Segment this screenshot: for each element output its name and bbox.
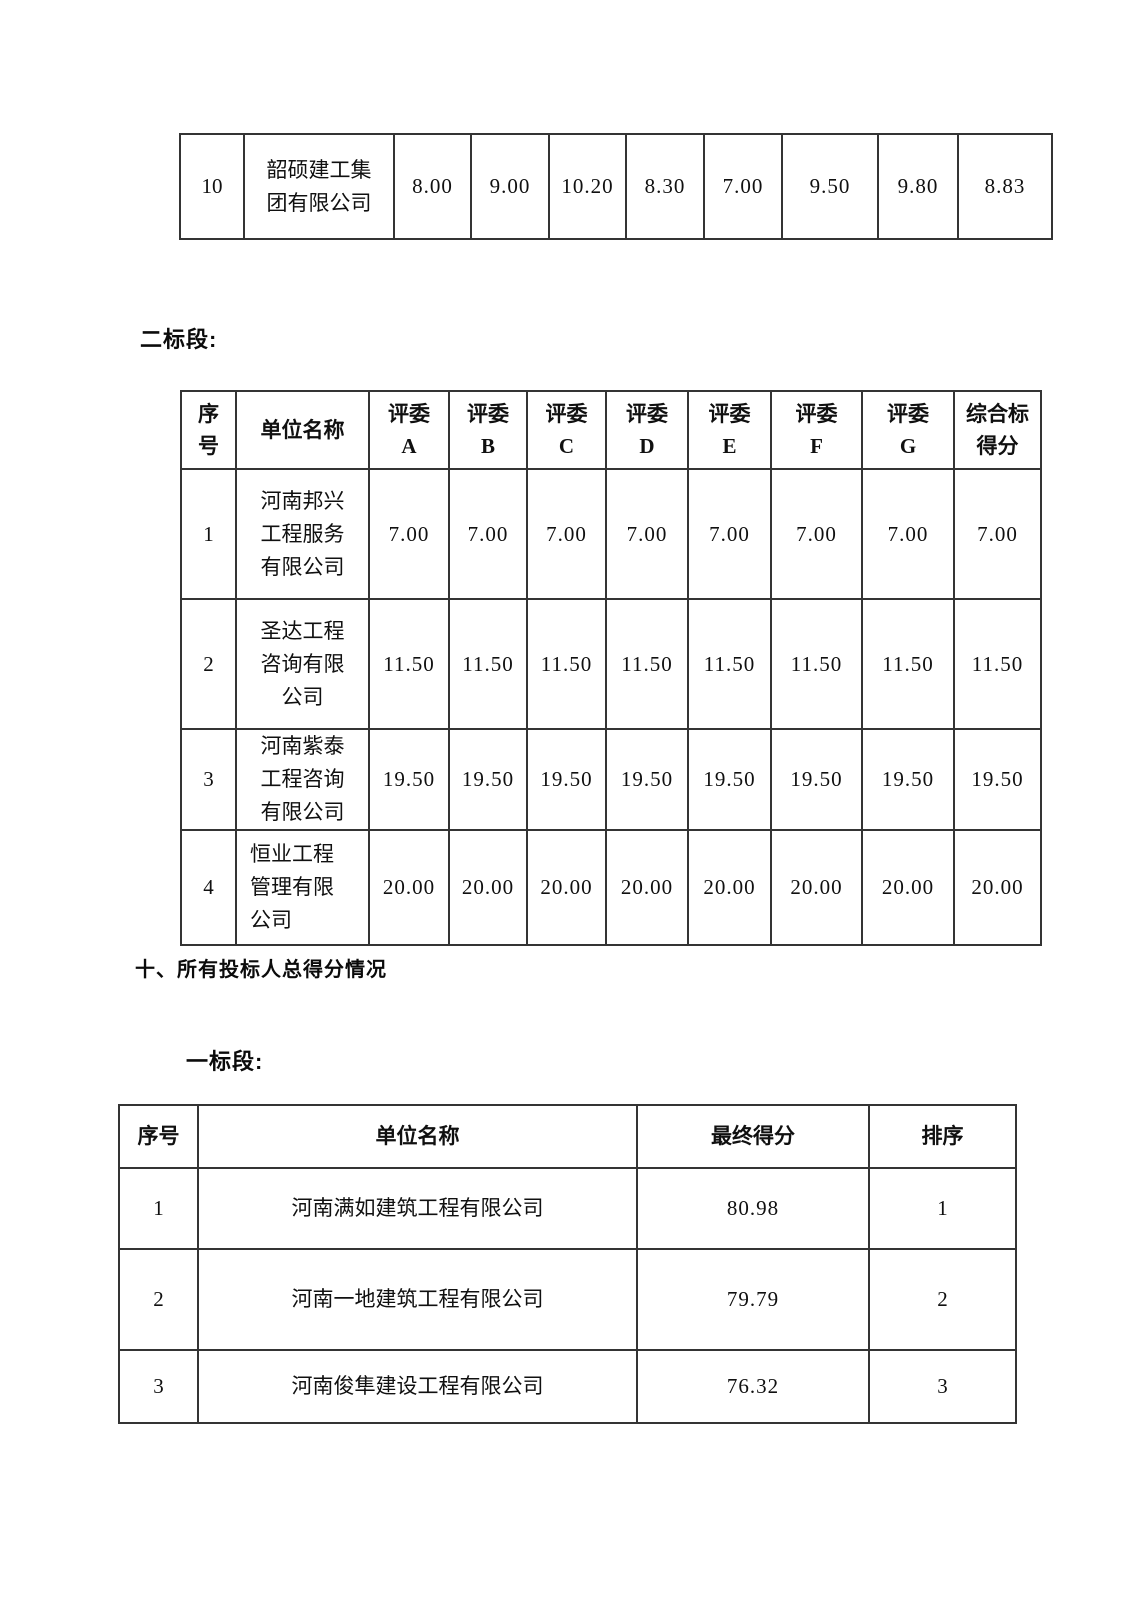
score-cell-b: 11.50	[448, 598, 528, 730]
section10-heading: 十、所有投标人总得分情况	[135, 959, 387, 981]
table-row: 1 河南满如建筑工程有限公司 80.98 1	[118, 1167, 1017, 1250]
score-cell-e: 11.50	[687, 598, 772, 730]
company-cell: 河南满如建筑工程有限公司	[197, 1167, 638, 1250]
company-cell: 河南一地建筑工程有限公司	[197, 1248, 638, 1351]
seq-cell: 10	[179, 133, 245, 240]
score-cell-b: 9.00	[470, 133, 550, 240]
score-cell-d: 8.30	[625, 133, 705, 240]
company-cell: 恒业工程 管理有限 公司	[235, 829, 370, 946]
score-cell-c: 11.50	[526, 598, 607, 730]
score-cell-g: 11.50	[861, 598, 955, 730]
company-cell: 韶硕建工集 团有限公司	[243, 133, 395, 240]
segment1-heading: 一标段:	[186, 1049, 264, 1074]
header-judge-a: 评委 A	[368, 390, 450, 470]
header-rank: 排序	[868, 1104, 1017, 1169]
rank-cell: 1	[868, 1167, 1017, 1250]
score-cell-a: 20.00	[368, 829, 450, 946]
score-cell-a: 19.50	[368, 728, 450, 831]
header-judge-f: 评委 F	[770, 390, 863, 470]
score-cell-g: 20.00	[861, 829, 955, 946]
segment2-heading: 二标段:	[140, 327, 218, 352]
score-cell-c: 10.20	[548, 133, 627, 240]
final-score-cell: 76.32	[636, 1349, 870, 1424]
score-cell-e: 7.00	[687, 468, 772, 600]
seq-cell: 1	[180, 468, 237, 600]
header-seq: 序号	[118, 1104, 199, 1169]
header-judge-c: 评委 C	[526, 390, 607, 470]
header-composite-score: 综合标 得分	[953, 390, 1042, 470]
header-judge-d: 评委 D	[605, 390, 689, 470]
score-cell-f: 20.00	[770, 829, 863, 946]
table-row: 4 恒业工程 管理有限 公司 20.00 20.00 20.00 20.00 2…	[180, 829, 1042, 946]
seq-cell: 2	[118, 1248, 199, 1351]
seq-cell: 3	[180, 728, 237, 831]
table-row: 2 圣达工程 咨询有限 公司 11.50 11.50 11.50 11.50 1…	[180, 598, 1042, 730]
header-judge-e: 评委 E	[687, 390, 772, 470]
company-cell: 圣达工程 咨询有限 公司	[235, 598, 370, 730]
table-row: 3 河南俊隼建设工程有限公司 76.32 3	[118, 1349, 1017, 1424]
score-cell-g: 7.00	[861, 468, 955, 600]
composite-score-cell: 8.83	[957, 133, 1053, 240]
score-cell-f: 11.50	[770, 598, 863, 730]
segment2-score-table: 序 号 单位名称 评委 A 评委 B 评委 C 评委 D 评委 E 评委 F 评…	[180, 390, 1042, 946]
seq-cell: 2	[180, 598, 237, 730]
score-cell-e: 7.00	[703, 133, 783, 240]
composite-score-cell: 20.00	[953, 829, 1042, 946]
seq-cell: 3	[118, 1349, 199, 1424]
header-seq: 序 号	[180, 390, 237, 470]
score-cell-g: 19.50	[861, 728, 955, 831]
table-row: 10 韶硕建工集 团有限公司 8.00 9.00 10.20 8.30 7.00…	[179, 133, 1053, 240]
table-row: 1 河南邦兴 工程服务 有限公司 7.00 7.00 7.00 7.00 7.0…	[180, 468, 1042, 600]
table-row: 2 河南一地建筑工程有限公司 79.79 2	[118, 1248, 1017, 1351]
final-score-cell: 79.79	[636, 1248, 870, 1351]
score-cell-b: 20.00	[448, 829, 528, 946]
score-cell-d: 11.50	[605, 598, 689, 730]
score-cell-e: 20.00	[687, 829, 772, 946]
score-cell-c: 7.00	[526, 468, 607, 600]
score-cell-b: 7.00	[448, 468, 528, 600]
carryover-score-table: 10 韶硕建工集 团有限公司 8.00 9.00 10.20 8.30 7.00…	[179, 133, 1053, 240]
table-row: 3 河南紫泰 工程咨询 有限公司 19.50 19.50 19.50 19.50…	[180, 728, 1042, 831]
score-cell-e: 19.50	[687, 728, 772, 831]
score-cell-a: 7.00	[368, 468, 450, 600]
final-score-cell: 80.98	[636, 1167, 870, 1250]
company-cell: 河南俊隼建设工程有限公司	[197, 1349, 638, 1424]
seq-cell: 4	[180, 829, 237, 946]
table-header-row: 序号 单位名称 最终得分 排序	[118, 1104, 1017, 1169]
score-cell-a: 8.00	[393, 133, 472, 240]
table-header-row: 序 号 单位名称 评委 A 评委 B 评委 C 评委 D 评委 E 评委 F 评…	[180, 390, 1042, 470]
segment1-total-score-table: 序号 单位名称 最终得分 排序 1 河南满如建筑工程有限公司 80.98 1 2…	[118, 1104, 1017, 1424]
rank-cell: 2	[868, 1248, 1017, 1351]
header-final-score: 最终得分	[636, 1104, 870, 1169]
score-cell-f: 9.50	[781, 133, 879, 240]
score-cell-a: 11.50	[368, 598, 450, 730]
score-cell-g: 9.80	[877, 133, 959, 240]
header-judge-b: 评委 B	[448, 390, 528, 470]
company-cell: 河南紫泰 工程咨询 有限公司	[235, 728, 370, 831]
header-company: 单位名称	[235, 390, 370, 470]
score-cell-f: 19.50	[770, 728, 863, 831]
header-judge-g: 评委 G	[861, 390, 955, 470]
composite-score-cell: 19.50	[953, 728, 1042, 831]
composite-score-cell: 7.00	[953, 468, 1042, 600]
score-cell-d: 7.00	[605, 468, 689, 600]
score-cell-c: 19.50	[526, 728, 607, 831]
company-cell: 河南邦兴 工程服务 有限公司	[235, 468, 370, 600]
score-cell-d: 19.50	[605, 728, 689, 831]
score-cell-c: 20.00	[526, 829, 607, 946]
score-cell-b: 19.50	[448, 728, 528, 831]
rank-cell: 3	[868, 1349, 1017, 1424]
score-cell-d: 20.00	[605, 829, 689, 946]
header-company: 单位名称	[197, 1104, 638, 1169]
seq-cell: 1	[118, 1167, 199, 1250]
composite-score-cell: 11.50	[953, 598, 1042, 730]
score-cell-f: 7.00	[770, 468, 863, 600]
